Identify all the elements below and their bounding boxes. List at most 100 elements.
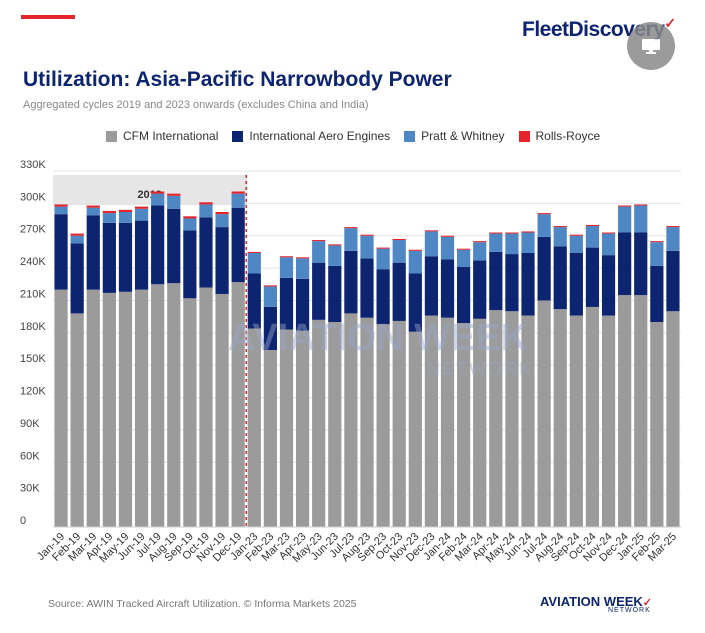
bar-segment-international-aero-engines bbox=[392, 262, 406, 321]
bar-segment-international-aero-engines bbox=[553, 246, 567, 310]
bar-segment-rolls-royce bbox=[424, 230, 439, 232]
y-tick-label: 120K bbox=[20, 386, 46, 398]
bar-segment-pratt-whitney bbox=[360, 235, 374, 259]
y-tick-label: 330K bbox=[20, 159, 46, 171]
bar-segment-international-aero-engines bbox=[199, 217, 213, 288]
chart-legend: CFM International International Aero Eng… bbox=[106, 129, 600, 143]
bar-segment-pratt-whitney bbox=[553, 227, 567, 247]
bar-segment-pratt-whitney bbox=[54, 206, 68, 215]
bar-segment-cfm-international bbox=[215, 293, 229, 527]
bar-segment-international-aero-engines bbox=[376, 269, 390, 325]
legend-item-iae[interactable]: International Aero Engines bbox=[232, 129, 390, 143]
bar-segment-international-aero-engines bbox=[118, 222, 133, 292]
bar-segment-cfm-international bbox=[457, 323, 471, 527]
bar-segment-international-aero-engines bbox=[312, 262, 326, 320]
bar-segment-international-aero-engines bbox=[247, 273, 261, 329]
bar-segment-international-aero-engines bbox=[295, 278, 310, 331]
chart-title: Utilization: Asia-Pacific Narrowbody Pow… bbox=[23, 68, 452, 91]
bar-segment-international-aero-engines bbox=[344, 250, 358, 314]
bar-segment-rolls-royce bbox=[634, 204, 648, 206]
bar-segment-rolls-royce bbox=[521, 231, 535, 233]
bar-segment-pratt-whitney bbox=[505, 233, 519, 255]
legend-label-pw: Pratt & Whitney bbox=[421, 129, 505, 143]
bar-segment-rolls-royce bbox=[457, 248, 471, 250]
bar-segment-pratt-whitney bbox=[585, 226, 600, 248]
bar-segment-rolls-royce bbox=[489, 232, 503, 234]
bar-segment-rolls-royce bbox=[601, 232, 616, 234]
bar-segment-rolls-royce bbox=[344, 227, 358, 229]
bar-segment-cfm-international bbox=[585, 306, 600, 527]
bar-segment-international-aero-engines bbox=[328, 265, 342, 323]
bar-segment-cfm-international bbox=[263, 350, 277, 527]
bar-segment-rolls-royce bbox=[392, 238, 406, 241]
screen-view-button[interactable] bbox=[627, 22, 675, 70]
bar-segment-cfm-international bbox=[70, 313, 84, 527]
bar-segment-international-aero-engines bbox=[70, 243, 84, 314]
bar-segment-international-aero-engines bbox=[650, 265, 664, 323]
bar-segment-pratt-whitney bbox=[344, 228, 358, 251]
bar-segment-international-aero-engines bbox=[408, 273, 422, 332]
bar-segment-rolls-royce bbox=[231, 191, 245, 194]
bar-segment-pratt-whitney bbox=[618, 206, 632, 233]
bar-segment-cfm-international bbox=[167, 283, 181, 527]
bar-segment-cfm-international bbox=[344, 313, 358, 527]
y-tick-label: 150K bbox=[20, 353, 46, 365]
bar-segment-rolls-royce bbox=[360, 234, 374, 236]
legend-item-pw[interactable]: Pratt & Whitney bbox=[404, 129, 505, 143]
bar-segment-international-aero-engines bbox=[102, 222, 116, 293]
legend-label-iae: International Aero Engines bbox=[249, 129, 391, 143]
bar-segment-pratt-whitney bbox=[118, 211, 133, 223]
bar-segment-international-aero-engines bbox=[54, 214, 68, 290]
bar-segment-pratt-whitney bbox=[457, 249, 471, 268]
legend-swatch-cfm bbox=[106, 130, 117, 142]
source-note: Source: AWIN Tracked Aircraft Utilizatio… bbox=[48, 598, 357, 610]
bar-segment-international-aero-engines bbox=[360, 258, 374, 318]
bar-segment-rolls-royce bbox=[537, 213, 551, 215]
bar-segment-rolls-royce bbox=[54, 204, 68, 207]
monitor-icon bbox=[642, 39, 660, 54]
bar-segment-pratt-whitney bbox=[279, 257, 294, 278]
bar-segment-cfm-international bbox=[295, 330, 310, 527]
bar-segment-international-aero-engines bbox=[440, 259, 455, 318]
legend-item-rr[interactable]: Rolls-Royce bbox=[518, 129, 600, 143]
bar-segment-pratt-whitney bbox=[408, 250, 422, 274]
bar-segment-rolls-royce bbox=[440, 235, 455, 237]
bar-segment-pratt-whitney bbox=[102, 213, 116, 223]
bar-segment-international-aero-engines bbox=[231, 207, 245, 283]
bar-segment-pratt-whitney bbox=[424, 231, 439, 257]
bar-segment-international-aero-engines bbox=[263, 306, 277, 351]
bar-segment-international-aero-engines bbox=[505, 254, 519, 312]
bar-segment-international-aero-engines bbox=[569, 252, 583, 316]
bar-segment-international-aero-engines bbox=[215, 227, 229, 294]
bar-segment-pratt-whitney bbox=[295, 258, 310, 279]
bar-segment-cfm-international bbox=[601, 315, 616, 527]
bar-segment-cfm-international bbox=[199, 287, 213, 527]
bar-segment-pratt-whitney bbox=[263, 286, 277, 307]
bar-segment-international-aero-engines bbox=[521, 252, 535, 316]
y-tick-label: 270K bbox=[20, 224, 46, 236]
bar-segment-rolls-royce bbox=[473, 241, 487, 243]
bar-segment-rolls-royce bbox=[569, 234, 583, 236]
bar-segment-rolls-royce bbox=[118, 209, 133, 212]
bar-segment-rolls-royce bbox=[408, 249, 422, 251]
bar-segment-international-aero-engines bbox=[585, 247, 600, 307]
bar-segment-pratt-whitney bbox=[440, 236, 455, 260]
bar-segment-pratt-whitney bbox=[489, 233, 503, 252]
bar-segment-cfm-international bbox=[666, 311, 680, 527]
bar-segment-cfm-international bbox=[279, 329, 294, 527]
bar-segment-cfm-international bbox=[231, 282, 245, 527]
bar-segment-cfm-international bbox=[360, 317, 374, 527]
aviation-week-network-text: NETWORK bbox=[608, 607, 651, 614]
bar-segment-international-aero-engines bbox=[424, 256, 439, 316]
legend-item-cfm[interactable]: CFM International bbox=[106, 129, 218, 143]
y-tick-label: 300K bbox=[20, 191, 46, 203]
bar-segment-rolls-royce bbox=[650, 241, 664, 243]
bar-segment-cfm-international bbox=[247, 328, 261, 527]
bar-segment-rolls-royce bbox=[70, 233, 84, 236]
bar-segment-pratt-whitney bbox=[70, 235, 84, 244]
bar-segment-rolls-royce bbox=[102, 210, 116, 214]
bar-segment-cfm-international bbox=[54, 289, 68, 527]
bar-segment-rolls-royce bbox=[666, 226, 680, 228]
bar-segment-international-aero-engines bbox=[457, 267, 471, 324]
